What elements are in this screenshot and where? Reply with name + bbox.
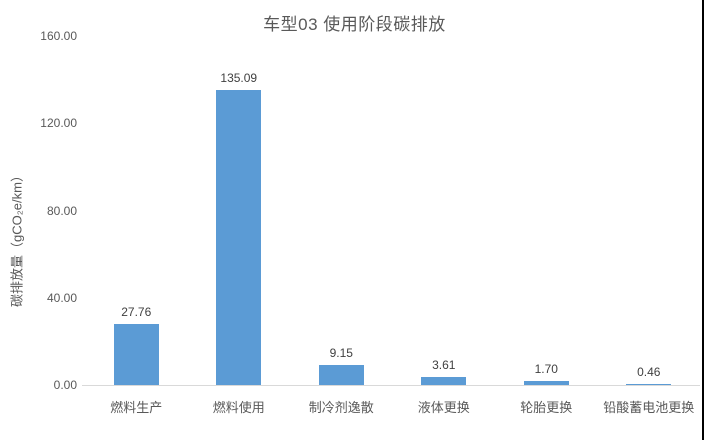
bar-value-label: 1.70 (534, 362, 558, 377)
y-tick-label: 0.00 (53, 378, 77, 392)
y-tick-label: 120.00 (40, 116, 77, 131)
bar-value-label: 135.09 (220, 71, 258, 86)
chart-title: 车型03 使用阶段碳排放 (263, 15, 446, 34)
bar (216, 90, 262, 385)
bar-value-label: 27.76 (121, 305, 152, 320)
x-axis-line (82, 385, 700, 386)
y-tick-label: 40.00 (46, 290, 77, 305)
bar (113, 324, 159, 385)
bar-value-label: 3.61 (432, 358, 456, 373)
y-axis-title: 碳排放量（gCO₂e/km） (9, 169, 25, 307)
window-right-border (702, 0, 704, 440)
category-label: 燃料生产 (110, 400, 163, 415)
bar-value-label: 0.46 (637, 365, 661, 379)
category-label: 轮胎更换 (520, 400, 573, 415)
category-label: 铅酸蓄电池更换 (603, 400, 695, 415)
category-label: 制冷剂逸散 (308, 400, 374, 415)
category-label: 燃料使用 (212, 400, 265, 415)
plot-area: 27.76 燃料生产 135.09 燃料使用 9.15 制冷剂逸散 3.61 液体更换 1.70… (82, 36, 700, 415)
bar (626, 384, 672, 385)
bar-value-label: 9.15 (329, 346, 353, 361)
bar (421, 377, 467, 385)
bar (523, 381, 569, 385)
y-tick-label: 160.00 (40, 29, 77, 43)
y-tick-label: 80.00 (46, 203, 77, 218)
bar (318, 365, 364, 385)
category-label: 液体更换 (417, 400, 470, 415)
